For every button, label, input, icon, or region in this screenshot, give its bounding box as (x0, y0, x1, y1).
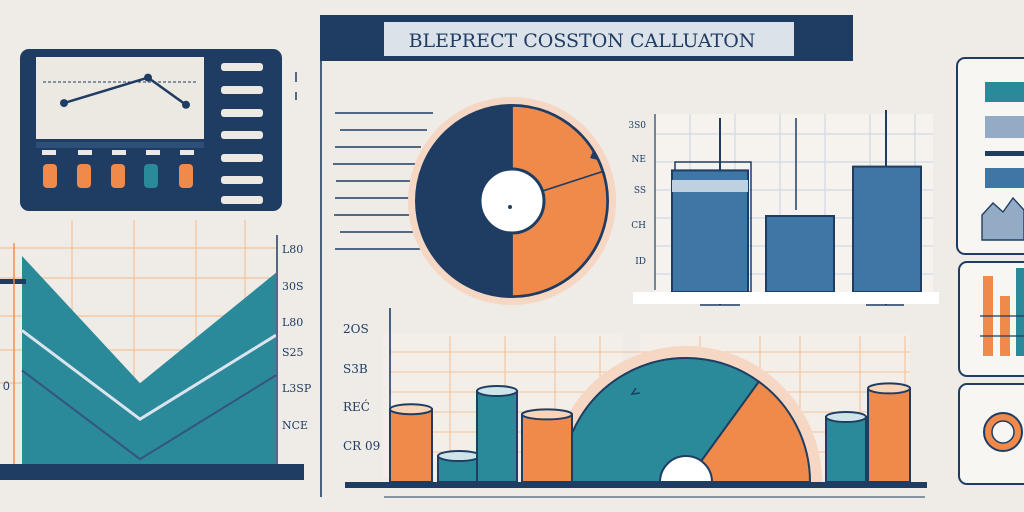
pie-pointer (590, 151, 598, 160)
monitor-menu-bar (221, 196, 263, 204)
orange-indicator[interactable] (179, 164, 193, 188)
monitor-tick-mark (112, 150, 126, 155)
bar-chart-y-tick-label: NE (632, 155, 646, 165)
monitor-menu-bar (221, 109, 263, 117)
monitor-menu-bar (221, 176, 263, 184)
side-card-divider (985, 151, 1024, 156)
area-inner-line (21, 369, 277, 461)
teal-indicator[interactable] (144, 164, 158, 188)
area-chart-marker (0, 279, 26, 284)
bottom-chart-bar-cap (476, 385, 518, 397)
semicircle-slice (684, 380, 812, 483)
side-card-mini-bar (1016, 268, 1024, 356)
bar-chart-bottom: 2OS S3B REĆ CR 09 (343, 308, 927, 498)
monitor-tick-mark (180, 150, 194, 155)
bar-chart-base (633, 292, 939, 304)
area-chart-left: 0 L80 30S L80 S25 L3SP NCE (0, 220, 312, 480)
monitor-menu-bar (221, 154, 263, 162)
bar-chart-y-tick-label: 3S0 (628, 121, 646, 131)
monitor-panel (20, 49, 282, 211)
semicircle-hole (658, 455, 714, 483)
area-series-edge (21, 329, 277, 422)
monitor-menu-bar (221, 86, 263, 94)
area-chart-y-tick-label: S25 (282, 346, 304, 359)
orange-indicator[interactable] (43, 164, 57, 188)
monitor-tick-mark (42, 150, 56, 155)
monitor-screen (36, 57, 204, 139)
bottom-chart-y-tick-label: CR 09 (343, 439, 380, 453)
page-title: BLEPRECT COSSTON CALLUATON (409, 30, 756, 52)
monitor-data-point (60, 99, 68, 108)
bottom-chart-bar-cap (867, 382, 911, 395)
pie-outline (415, 104, 609, 298)
monitor-strip (36, 142, 204, 148)
orange-indicator[interactable] (111, 164, 125, 188)
bar-chart-bar (852, 165, 922, 294)
side-card-swatch-blue (985, 168, 1024, 188)
bottom-chart-y-tick-label: 2OS (343, 322, 369, 336)
bottom-chart-bar-cap (437, 450, 481, 462)
bottom-chart-bar-cap (825, 411, 867, 423)
bottom-chart-bar (521, 413, 573, 483)
area-chart-left-mark: 0 (3, 379, 10, 393)
bottom-chart-bar-cap (389, 403, 433, 416)
bottom-chart-bar-cap (521, 408, 573, 421)
bar-chart-bar-highlight (672, 180, 748, 192)
side-card-ring-inner (991, 420, 1015, 444)
title-banner-plate (384, 22, 794, 56)
side-card-top[interactable] (956, 57, 1024, 255)
monitor-tick-mark (78, 150, 92, 155)
monitor-tick-mark (146, 150, 160, 155)
side-card-bottom[interactable] (958, 383, 1024, 485)
area-chart-y-tick-label: NCE (282, 419, 308, 432)
monitor-menu-bar (221, 63, 263, 71)
monitor-menu-bar (221, 131, 263, 139)
area-chart-y-tick-label: L3SP (282, 382, 312, 395)
bottom-chart-bar (389, 408, 433, 484)
area-chart-y-tick-label: 30S (282, 280, 304, 293)
pie-center-dot (508, 205, 512, 209)
bar-chart-y-tick-label: SS (634, 186, 646, 196)
bottom-chart-bar (476, 390, 518, 483)
bottom-chart-bar (867, 387, 911, 483)
bottom-chart-y-tick-label: REĆ (343, 398, 370, 414)
orange-indicator[interactable] (77, 164, 91, 188)
side-card-swatch-teal (985, 82, 1024, 102)
side-card-mini-bar (1000, 296, 1010, 356)
pie-center-hole (478, 167, 546, 235)
monitor-data-point (182, 100, 190, 109)
title-banner: BLEPRECT COSSTON CALLUATON (320, 15, 853, 61)
bottom-chart-baseline (345, 482, 927, 488)
pie-chart-large (333, 97, 616, 305)
bar-chart-y-tick-label: CH (631, 221, 646, 231)
side-card-middle[interactable] (958, 261, 1024, 377)
side-card-swatch-lightblue (985, 116, 1024, 138)
area-chart-y-tick-label: L80 (282, 316, 303, 329)
side-card-mini-area (981, 196, 1024, 241)
bar-chart-top-right: 3S0 NE SS CH ID (628, 110, 939, 306)
bar-chart-y-tick-label: ID (635, 257, 646, 267)
monitor-data-point (144, 73, 152, 82)
bottom-chart-y-tick-label: S3B (343, 362, 368, 376)
bar-chart-bar (765, 215, 835, 293)
area-series-back (22, 256, 276, 464)
area-chart-y-tick-label: L80 (282, 243, 303, 256)
area-chart-base (0, 464, 304, 480)
bottom-chart-bar (825, 416, 867, 483)
semicircle-mark (630, 387, 641, 395)
